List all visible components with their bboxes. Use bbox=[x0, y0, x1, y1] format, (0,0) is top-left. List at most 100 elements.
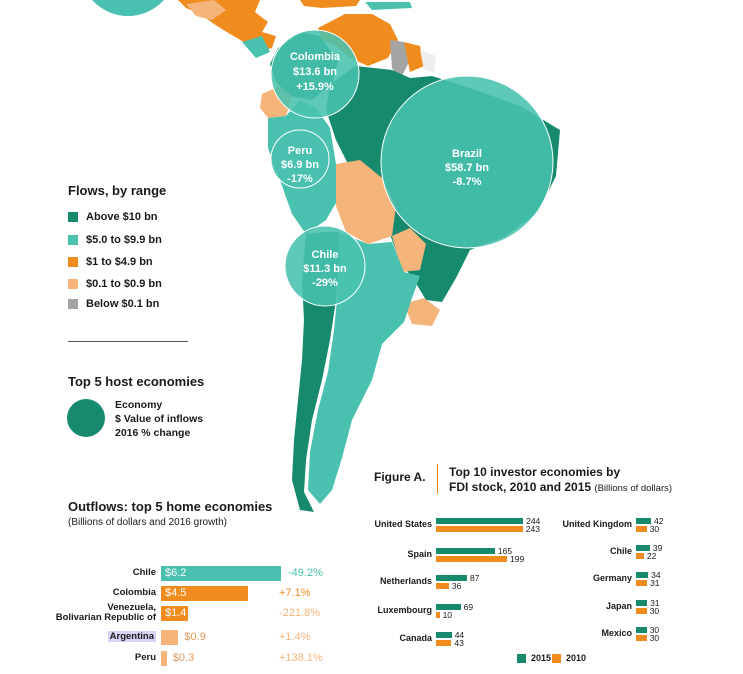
host-key-line3: 2016 % change bbox=[115, 426, 190, 440]
bubble-peru-name: Peru bbox=[288, 145, 312, 157]
legend-item-below-0.1: Below $0.1 bn bbox=[68, 298, 159, 310]
outflow-growth-1: +7.1% bbox=[279, 587, 311, 599]
investor-value-2015-2: 87 bbox=[470, 574, 479, 582]
investor-label-1: Spain bbox=[332, 549, 432, 559]
region-caribbean-2 bbox=[365, 2, 412, 10]
investor-value-2010-6: 22 bbox=[647, 552, 656, 560]
investor-bar-2010-9 bbox=[636, 635, 647, 641]
investor-bar-2015-9 bbox=[636, 627, 647, 633]
outflow-growth-0: -49.2% bbox=[288, 567, 323, 579]
legend-label: Above $10 bn bbox=[86, 211, 158, 223]
offscreen-bubble bbox=[80, 0, 176, 16]
legend-label: $5.0 to $9.9 bn bbox=[86, 234, 162, 246]
investor-value-2010-9: 30 bbox=[650, 634, 659, 642]
outflow-value-4: $0.3 bbox=[173, 652, 194, 664]
outflow-label-text: Colombia bbox=[113, 587, 156, 598]
bubble-peru-change: -17% bbox=[287, 173, 313, 185]
bubble-brazil-name: Brazil bbox=[452, 148, 482, 160]
investor-label-9: Mexico bbox=[532, 628, 632, 638]
host-key-title: Top 5 host economies bbox=[68, 374, 204, 389]
legend-item-1-to-5: $1 to $4.9 bn bbox=[68, 256, 153, 268]
legend-label-2015: 2015 bbox=[531, 653, 551, 663]
outflows-title: Outflows: top 5 home economies bbox=[68, 499, 272, 514]
outflow-value-3: $0.9 bbox=[184, 631, 205, 643]
outflow-label-3: Argentina bbox=[1, 632, 156, 642]
figure-a-title-line2: FDI stock, 2010 and 2015 (Billions of do… bbox=[449, 480, 672, 496]
investor-value-2010-4: 43 bbox=[454, 639, 463, 647]
bubble-colombia-value: $13.6 bn bbox=[293, 66, 337, 78]
investor-bar-2010-5 bbox=[636, 526, 647, 532]
investor-label-2: Netherlands bbox=[332, 576, 432, 586]
legend-title: Flows, by range bbox=[68, 183, 166, 198]
bubble-colombia-name: Colombia bbox=[290, 51, 341, 63]
investor-value-2010-5: 30 bbox=[650, 525, 659, 533]
region-suriname bbox=[404, 42, 424, 72]
figure-a-title-text2: FDI stock, 2010 and 2015 bbox=[449, 480, 591, 494]
legend-label: $0.1 to $0.9 bn bbox=[86, 278, 162, 290]
legend-swatch-2015 bbox=[517, 654, 526, 663]
host-key-circle bbox=[66, 398, 106, 438]
region-caribbean bbox=[300, 0, 360, 8]
bubble-brazil-change: -8.7% bbox=[453, 176, 482, 188]
investor-bar-2010-2 bbox=[436, 583, 449, 589]
investor-label-8: Japan bbox=[532, 601, 632, 611]
outflow-label-text: Argentina bbox=[108, 631, 156, 642]
bubble-chile-value: $11.3 bn bbox=[303, 263, 347, 275]
outflow-growth-4: +138.1% bbox=[279, 652, 323, 664]
investor-label-0: United States bbox=[332, 519, 432, 529]
legend-item-above-10: Above $10 bn bbox=[68, 211, 158, 223]
outflow-value-2: $1.4 bbox=[165, 607, 186, 619]
investor-label-5: United Kingdom bbox=[532, 519, 632, 529]
legend-label-2010: 2010 bbox=[566, 653, 586, 663]
investor-bar-2015-5 bbox=[636, 518, 651, 524]
host-key-line1: Economy bbox=[115, 398, 162, 412]
host-key-line2: $ Value of inflows bbox=[115, 412, 203, 426]
outflow-bar-3 bbox=[161, 630, 178, 645]
bubble-chile-change: -29% bbox=[312, 277, 338, 289]
investor-bar-2015-7 bbox=[636, 572, 648, 578]
figure-a-title: Top 10 investor economies by FDI stock, … bbox=[449, 465, 672, 496]
outflow-label-text: Peru bbox=[135, 652, 156, 663]
legend-item-0.1-to-1: $0.1 to $0.9 bn bbox=[68, 278, 162, 290]
outflow-label-4: Peru bbox=[1, 653, 156, 663]
investor-label-7: Germany bbox=[532, 573, 632, 583]
bubble-chile-name: Chile bbox=[312, 249, 339, 261]
bubble-colombia-change: +15.9% bbox=[296, 81, 334, 93]
investor-bar-2015-0 bbox=[436, 518, 523, 524]
bubble-brazil-value: $58.7 bn bbox=[445, 162, 489, 174]
investor-bar-2010-6 bbox=[636, 553, 644, 559]
outflow-label-0: Chile bbox=[1, 568, 156, 578]
legend-label: $1 to $4.9 bn bbox=[86, 256, 153, 268]
investor-label-6: Chile bbox=[532, 546, 632, 556]
outflow-label-1: Colombia bbox=[1, 588, 156, 598]
legend-swatch bbox=[68, 279, 78, 289]
investor-label-3: Luxembourg bbox=[332, 605, 432, 615]
figure-a-legend-2010: 2010 bbox=[552, 653, 586, 663]
investor-value-2015-3: 69 bbox=[464, 603, 473, 611]
investor-label-4: Canada bbox=[332, 633, 432, 643]
investor-value-2010-2: 36 bbox=[452, 582, 461, 590]
investor-bar-2015-8 bbox=[636, 600, 647, 606]
legend-swatch bbox=[68, 257, 78, 267]
investor-value-2010-7: 31 bbox=[650, 579, 659, 587]
bubble-peru-value: $6.9 bn bbox=[281, 159, 319, 171]
investor-bar-2010-8 bbox=[636, 608, 647, 614]
outflow-growth-2: -221.8% bbox=[279, 607, 320, 619]
investor-bar-2015-1 bbox=[436, 548, 495, 554]
figure-a-title-note: (Billions of dollars) bbox=[594, 483, 672, 494]
divider bbox=[68, 341, 188, 342]
investor-bar-2010-1 bbox=[436, 556, 507, 562]
region-french-guiana bbox=[420, 50, 436, 72]
outflow-label-2: Venezuela, Bolivarian Republic of bbox=[1, 603, 156, 623]
investor-bar-2010-4 bbox=[436, 640, 451, 646]
figure-a-label: Figure A. bbox=[374, 470, 426, 484]
legend-item-5-to-10: $5.0 to $9.9 bn bbox=[68, 234, 162, 246]
outflow-label-text: Chile bbox=[133, 567, 156, 578]
investor-value-2010-3: 10 bbox=[443, 611, 452, 619]
figure-a-title-line1: Top 10 investor economies by bbox=[449, 465, 672, 480]
investor-bar-2010-7 bbox=[636, 580, 647, 586]
investor-value-2010-1: 199 bbox=[510, 555, 524, 563]
legend-swatch-2010 bbox=[552, 654, 561, 663]
legend-swatch bbox=[68, 299, 78, 309]
investor-bar-2010-3 bbox=[436, 612, 440, 618]
